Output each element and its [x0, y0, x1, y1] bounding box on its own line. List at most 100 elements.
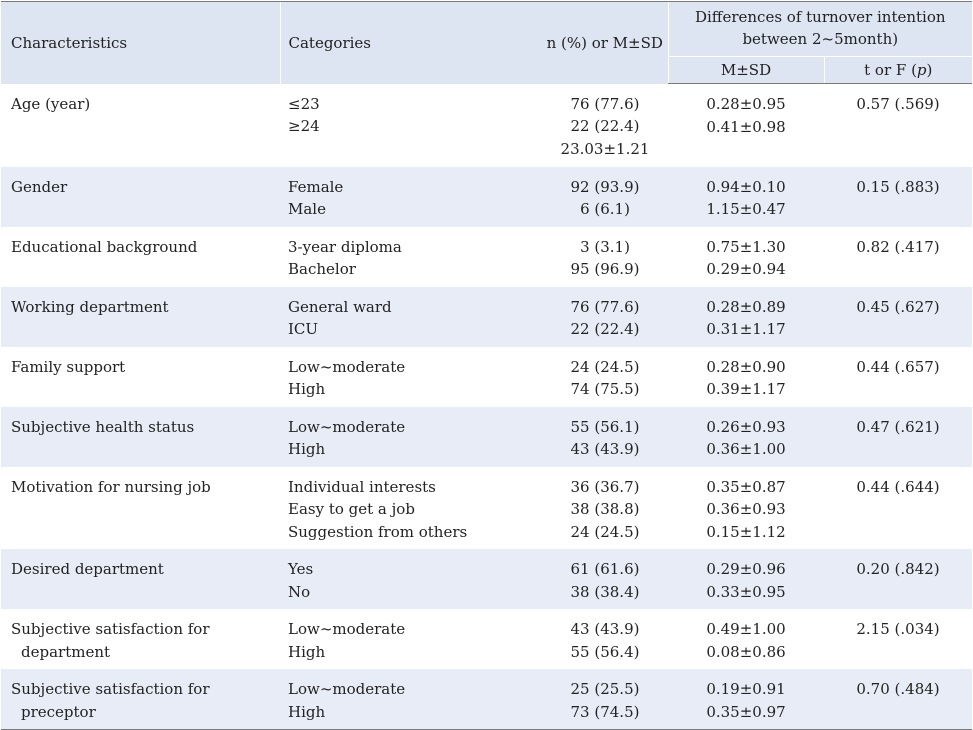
cell-category-line: ICU [288, 320, 319, 338]
cell-t-or-f: 0.57 (.569) [824, 84, 972, 167]
cell-mean-sd-line: 0.28±0.89 [706, 297, 786, 316]
cell-category-line: High [288, 440, 326, 458]
cell-n-percent: 3 (3.1) 95 (96.9) [506, 227, 668, 287]
cell-category: Low~moderate High [280, 406, 506, 467]
cell-t-or-f-value: 0.20 (.842) [856, 560, 940, 578]
cell-n-percent-line: 73 (74.5) [570, 702, 640, 721]
cell-n-percent: 36 (36.7) 38 (38.8) 24 (24.5) [506, 467, 668, 550]
cell-category: ≤23 ≥24 [280, 84, 506, 167]
cell-category-line: Female [288, 177, 344, 196]
cell-category-line: Low~moderate [288, 620, 406, 638]
cell-mean-sd: 0.35±0.87 0.36±0.93 0.15±1.12 [668, 467, 824, 550]
cell-n-percent-line: 76 (77.6) [570, 94, 640, 113]
header-mean-sd: M±SD [667, 56, 824, 84]
cell-mean-sd-line: 0.28±0.95 [706, 95, 786, 113]
cell-mean-sd-line: 0.28±0.90 [706, 357, 786, 376]
cell-t-or-f-value: 0.82 (.417) [856, 237, 940, 256]
cell-n-percent-line: 43 (43.9) [570, 620, 640, 638]
cell-mean-sd: 0.29±0.96 0.33±0.95 [668, 549, 824, 609]
cell-characteristic: Motivation for nursing job [1, 467, 280, 550]
cell-n-percent: 43 (43.9) 55 (56.4) [506, 609, 668, 669]
cell-characteristic: Desired department [1, 549, 280, 609]
cell-n-percent: 55 (56.1) 43 (43.9) [506, 406, 668, 467]
header-categories: Categories [279, 1, 506, 84]
cell-characteristic: Age (year) [1, 84, 280, 167]
table-row: Subjective satisfaction for department Low… [1, 609, 972, 669]
cell-characteristic-line: Subjective satisfaction for [11, 620, 210, 638]
cell-characteristic-line: Desired department [11, 560, 164, 578]
cell-category-line: No [288, 582, 311, 601]
cell-category-line: 3-year diploma [288, 237, 402, 256]
cell-mean-sd-line: 0.94±0.10 [706, 177, 786, 196]
cell-n-percent-line: 95 (96.9) [570, 260, 640, 278]
header-t-or-f: t or F (p) [823, 56, 973, 84]
cell-n-percent-line: 61 (61.6) [570, 560, 640, 578]
cell-n-percent-line: 43 (43.9) [570, 440, 640, 458]
cell-characteristic: Gender [1, 166, 280, 227]
cell-category-line: Low~moderate [288, 417, 406, 436]
cell-category: Low~moderate High [280, 347, 506, 407]
cell-n-percent: 76 (77.6) 22 (22.4) 23.03±1.21 [506, 84, 668, 167]
cell-t-or-f: 0.70 (.484) [824, 669, 973, 730]
cell-n-percent: 76 (77.6) 22 (22.4) [506, 286, 668, 347]
table-row: Working department General ward ICU 76 (77.… [1, 286, 973, 347]
cell-category-line: Easy to get a job [288, 500, 415, 518]
cell-t-or-f: 0.20 (.842) [824, 549, 973, 609]
cell-t-or-f-value: 0.44 (.657) [856, 357, 940, 376]
cell-n-percent-line: 38 (38.4) [570, 582, 640, 601]
cell-mean-sd: 0.28±0.89 0.31±1.17 [668, 286, 824, 347]
table-row: Educational background 3-year diploma Bach… [1, 227, 972, 287]
cell-n-percent-line: 3 (3.1) [580, 237, 630, 256]
cell-t-or-f: 0.82 (.417) [824, 227, 972, 287]
cell-mean-sd-line: 0.36±0.93 [706, 500, 786, 518]
cell-category: Female Male [280, 166, 506, 227]
cell-category-line: Individual interests [288, 477, 436, 496]
cell-mean-sd-line: 0.35±0.97 [706, 702, 786, 721]
cell-mean-sd-line: 0.39±1.17 [706, 380, 786, 398]
cell-characteristic: Subjective health status [1, 406, 280, 467]
cell-t-or-f-value: 0.15 (.883) [856, 177, 940, 196]
cell-category: General ward ICU [280, 286, 506, 347]
cell-mean-sd: 0.19±0.91 0.35±0.97 [668, 669, 824, 730]
table-row: Gender Female Male 92 (93.9) 6 (6.1) 0.94±0.1… [1, 166, 973, 227]
cell-n-percent: 92 (93.9) 6 (6.1) [506, 166, 668, 227]
cell-n-percent-line: 38 (38.8) [570, 500, 640, 518]
cell-t-or-f-value: 0.57 (.569) [856, 95, 940, 113]
cell-mean-sd-line: 0.26±0.93 [706, 417, 786, 436]
table-row: Subjective satisfaction for preceptor Low~… [1, 669, 973, 730]
cell-t-or-f-value: 2.15 (.034) [856, 620, 940, 638]
cell-t-or-f-value: 0.44 (.644) [856, 477, 940, 496]
cell-mean-sd: 0.28±0.95 0.41±0.98 [668, 84, 824, 167]
cell-t-or-f: 0.44 (.644) [824, 467, 972, 550]
cell-category: Individual interests Easy to get a job Sug… [280, 467, 506, 550]
cell-category: Yes No [280, 549, 506, 609]
cell-t-or-f-value: 0.45 (.627) [856, 297, 940, 316]
cell-n-percent-line: 55 (56.1) [570, 417, 640, 436]
table-row: Motivation for nursing job Individual int… [1, 467, 972, 550]
cell-n-percent-line: 22 (22.4) [570, 320, 640, 338]
table-row: Desired department Yes No 61 (61.6) 38 (38.4… [1, 549, 973, 609]
header-characteristics: Characteristics [1, 1, 280, 84]
cell-category: Low~moderate High [280, 669, 506, 730]
cell-n-percent-line: 24 (24.5) [570, 522, 640, 541]
cell-characteristic: Family support [1, 347, 280, 407]
cell-mean-sd: 0.26±0.93 0.36±1.00 [668, 406, 824, 467]
cell-characteristic: Subjective satisfaction for preceptor [1, 669, 280, 730]
cell-category-line: Low~moderate [288, 357, 406, 376]
cell-n-percent: 25 (25.5) 73 (74.5) [506, 669, 668, 730]
cell-mean-sd-line: 0.35±0.87 [706, 477, 786, 496]
cell-t-or-f: 0.45 (.627) [824, 286, 973, 347]
cell-category: Low~moderate High [280, 609, 506, 669]
cell-t-or-f: 0.44 (.657) [824, 347, 972, 407]
cell-characteristic-line: Family support [11, 357, 126, 376]
cell-n-percent-line: 74 (75.5) [570, 380, 640, 398]
cell-category-line: General ward [288, 297, 392, 316]
cell-category-line [288, 138, 506, 161]
cell-category-line: High [288, 702, 326, 721]
header-turnover-group: Differences of turnover intention betwee… [667, 1, 973, 57]
cell-t-or-f: 0.47 (.621) [824, 406, 973, 467]
cell-n-percent-line: 23.03±1.21 [560, 139, 650, 158]
cell-characteristic-line: Working department [11, 297, 169, 316]
cell-characteristic-line: preceptor [21, 702, 96, 721]
cell-characteristic-line: Subjective health status [11, 417, 195, 436]
